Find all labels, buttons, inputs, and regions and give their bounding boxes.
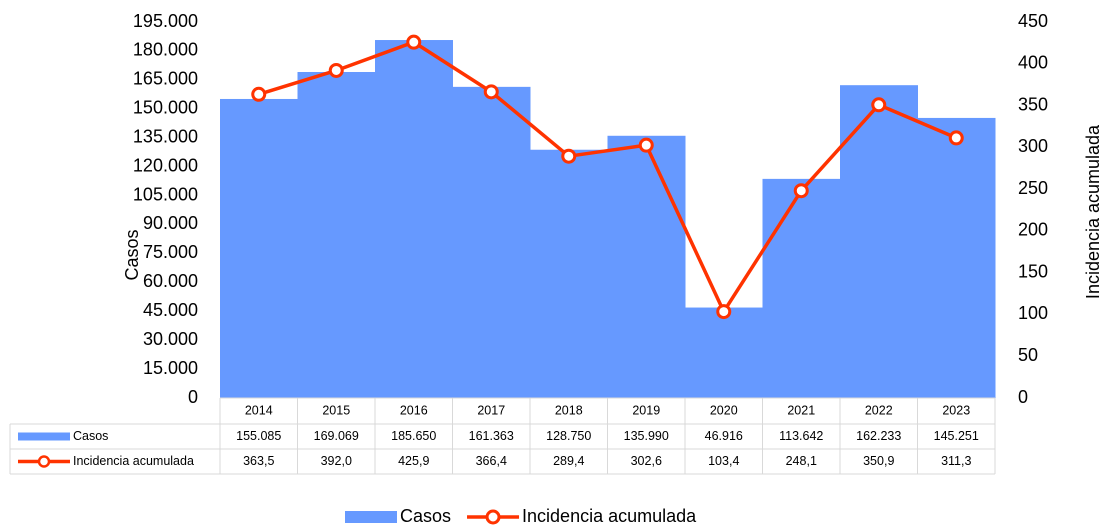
y2-tick-label: 300 <box>1018 136 1048 156</box>
data-label: 363,5 <box>243 454 274 468</box>
x-tick-label: 2016 <box>400 403 428 417</box>
data-label: 302,6 <box>631 454 662 468</box>
x-tick-label: 2015 <box>322 403 350 417</box>
bar <box>375 40 453 398</box>
y2-tick-label: 400 <box>1018 53 1048 73</box>
y2-tick-label: 450 <box>1018 11 1048 31</box>
bar <box>685 307 763 398</box>
y-tick-label: 120.000 <box>133 155 198 175</box>
legend-label: Casos <box>73 429 108 443</box>
y2-axis-title: Incidencia acumulada <box>1083 124 1103 299</box>
data-label: 113.642 <box>779 429 823 443</box>
line <box>258 40 957 314</box>
y-tick-label: 45.000 <box>143 300 198 320</box>
data-label: 185.650 <box>391 429 436 443</box>
line-marker <box>561 148 577 164</box>
y-tick-label: 135.000 <box>133 126 198 146</box>
line-marker <box>948 130 964 146</box>
x-tick-label: 2021 <box>787 403 815 417</box>
y-tick-label: 60.000 <box>143 271 198 291</box>
data-label: 155.085 <box>236 429 281 443</box>
bar <box>762 178 841 398</box>
data-label: 169.069 <box>314 429 359 443</box>
y2-tick-label: 350 <box>1018 94 1048 114</box>
legend-key <box>485 509 501 525</box>
x-tick-label: 2017 <box>477 403 505 417</box>
line-marker <box>328 62 344 78</box>
y2-tick-label: 50 <box>1018 345 1038 365</box>
line-marker <box>406 34 422 50</box>
data-label: 289,4 <box>553 454 584 468</box>
data-label: 161.363 <box>469 429 514 443</box>
data-label: 46.916 <box>705 429 743 443</box>
y-tick-label: 180.000 <box>133 40 198 60</box>
y2-tick-label: 250 <box>1018 178 1048 198</box>
line-marker <box>483 84 499 100</box>
legend-key <box>37 455 51 468</box>
data-label: 248,1 <box>786 454 817 468</box>
y-tick-label: 165.000 <box>133 69 198 89</box>
data-label: 425,9 <box>398 454 429 468</box>
data-label: 350,9 <box>863 454 894 468</box>
data-label: 145.251 <box>934 429 979 443</box>
legend-label: Casos <box>400 506 451 525</box>
bar <box>917 117 996 399</box>
y2-tick-label: 150 <box>1018 261 1048 281</box>
bar <box>452 86 531 398</box>
bar <box>297 72 376 398</box>
x-tick-label: 2018 <box>555 403 583 417</box>
x-tick-label: 2020 <box>710 403 738 417</box>
y-tick-label: 105.000 <box>133 184 198 204</box>
bar <box>220 98 298 399</box>
data-label: 162.233 <box>856 429 901 443</box>
y2-tick-label: 0 <box>1018 387 1028 407</box>
legend-key <box>345 511 397 523</box>
data-label: 392,0 <box>321 454 352 468</box>
x-tick-label: 2019 <box>632 403 660 417</box>
x-tick-label: 2022 <box>865 403 893 417</box>
data-label: 135.990 <box>624 429 669 443</box>
data-label: 128.750 <box>546 429 591 443</box>
line-marker <box>638 137 654 153</box>
y-tick-label: 30.000 <box>143 329 198 349</box>
y2-tick-label: 100 <box>1018 303 1048 323</box>
x-tick-label: 2014 <box>245 403 273 417</box>
x-tick-label: 2023 <box>942 403 970 417</box>
legend-label: Incidencia acumulada <box>522 506 697 525</box>
data-label: 366,4 <box>476 454 507 468</box>
legend-key <box>18 432 70 441</box>
y-tick-label: 75.000 <box>143 242 198 262</box>
line-marker <box>793 183 809 199</box>
y-axis-title: Casos <box>122 229 142 280</box>
y-tick-label: 195.000 <box>133 11 198 31</box>
line-marker <box>716 304 732 320</box>
data-label: 311,3 <box>941 454 971 468</box>
line-marker <box>871 97 887 113</box>
y2-tick-label: 200 <box>1018 220 1048 240</box>
data-label: 103,4 <box>708 454 739 468</box>
bar <box>840 85 918 399</box>
y-tick-label: 15.000 <box>143 358 198 378</box>
y-tick-label: 90.000 <box>143 213 198 233</box>
y-tick-label: 150.000 <box>133 98 198 118</box>
y-tick-label: 0 <box>188 387 198 407</box>
line-marker <box>251 86 267 102</box>
bar <box>530 149 608 398</box>
legend-label: Incidencia acumulada <box>73 454 194 468</box>
bar <box>607 135 686 398</box>
